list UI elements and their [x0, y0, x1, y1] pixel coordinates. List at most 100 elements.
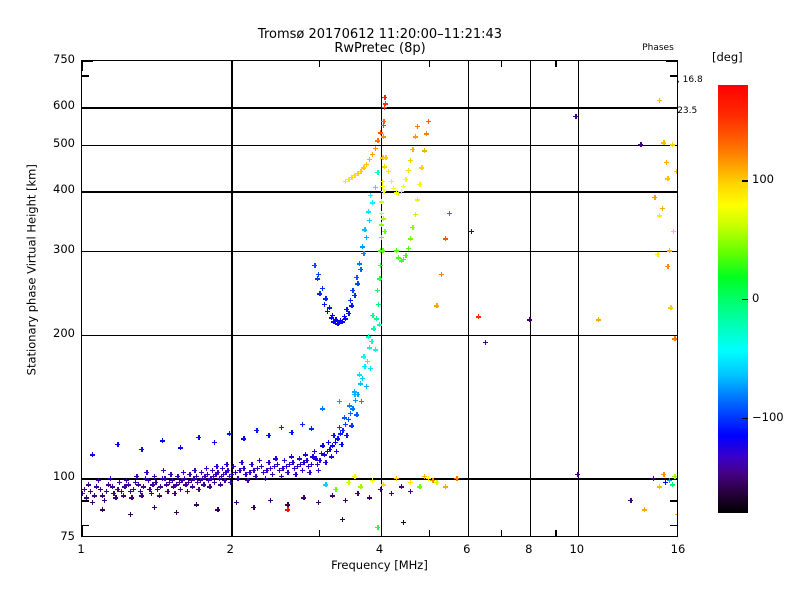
data-point — [211, 480, 217, 486]
axis-tick — [666, 478, 677, 480]
x-tick-label: 1 — [77, 542, 85, 556]
data-point — [323, 459, 329, 465]
data-point — [336, 320, 342, 326]
data-point — [364, 358, 370, 364]
axis-tick — [555, 61, 557, 67]
data-point — [254, 428, 260, 434]
data-point — [382, 228, 388, 234]
data-point — [283, 463, 289, 469]
data-point — [340, 428, 346, 434]
data-point — [408, 480, 414, 486]
data-point — [400, 183, 406, 189]
data-point — [219, 465, 225, 471]
axis-tick — [82, 334, 93, 337]
data-point — [388, 178, 394, 184]
data-point — [348, 298, 353, 304]
data-point — [595, 317, 601, 323]
data-point — [207, 484, 213, 490]
data-point — [341, 313, 347, 319]
axis-tick — [670, 524, 677, 527]
data-point — [293, 471, 299, 477]
data-point — [100, 507, 106, 513]
colorbar-tick — [742, 180, 748, 182]
data-point — [243, 471, 249, 477]
data-point — [318, 450, 324, 456]
data-point — [351, 389, 357, 395]
data-point — [221, 471, 227, 477]
data-point — [366, 217, 372, 223]
data-point — [316, 500, 322, 506]
data-point — [311, 448, 317, 454]
gridline-horizontal — [82, 107, 677, 109]
data-point — [366, 157, 372, 163]
plot-area — [81, 60, 678, 537]
data-point — [285, 469, 291, 475]
x-tick-label: 16 — [670, 542, 686, 556]
axis-tick — [318, 61, 320, 67]
data-point — [383, 155, 389, 161]
data-point — [260, 469, 266, 475]
data-point — [192, 467, 198, 473]
data-point — [349, 423, 355, 429]
data-point — [388, 490, 394, 496]
data-point — [127, 488, 133, 494]
data-point — [82, 490, 85, 496]
data-point — [349, 174, 355, 180]
data-point — [408, 488, 414, 494]
data-point — [115, 486, 121, 492]
data-point — [325, 439, 331, 445]
data-point — [656, 97, 662, 103]
x-tick-label: 10 — [569, 542, 585, 556]
data-point — [329, 312, 335, 318]
y-tick-label: 300 — [53, 241, 75, 256]
data-point — [673, 168, 677, 174]
data-point — [328, 315, 334, 321]
data-point — [421, 148, 427, 154]
data-point — [100, 493, 106, 499]
data-point — [339, 319, 345, 325]
data-point — [211, 439, 217, 445]
data-point — [475, 314, 481, 320]
data-point — [346, 310, 352, 316]
data-point — [343, 497, 348, 503]
data-point — [371, 326, 377, 332]
data-point — [385, 168, 391, 174]
data-point — [308, 426, 314, 432]
data-point — [412, 211, 418, 217]
data-point — [225, 467, 231, 473]
data-point — [217, 482, 223, 488]
axis-tick — [82, 61, 84, 71]
data-point — [251, 504, 257, 510]
colorbar-tick-label: 0 — [752, 291, 760, 305]
axis-tick — [428, 530, 430, 536]
data-point — [299, 421, 305, 427]
data-point — [664, 159, 670, 165]
y-axis-title: Stationary phase Virtual Height [km] — [24, 164, 39, 376]
axis-tick — [82, 107, 93, 109]
data-point — [641, 507, 647, 513]
axis-tick — [666, 107, 677, 109]
data-point — [314, 276, 320, 282]
gridline-horizontal — [82, 478, 677, 480]
data-point — [356, 372, 362, 378]
data-point — [316, 271, 322, 277]
data-point — [301, 495, 307, 501]
data-point — [652, 195, 658, 201]
data-point — [314, 461, 320, 467]
data-point — [369, 200, 375, 206]
axis-tick — [467, 61, 470, 71]
data-point — [661, 471, 667, 477]
data-point — [328, 454, 334, 460]
data-point — [98, 486, 104, 492]
data-point — [173, 509, 179, 515]
data-point — [275, 461, 281, 467]
data-point — [180, 469, 186, 475]
data-point — [90, 452, 95, 458]
data-point — [415, 123, 420, 129]
data-point — [352, 292, 358, 298]
data-point — [339, 517, 345, 522]
data-point — [382, 94, 388, 100]
data-point — [344, 433, 350, 439]
data-point — [403, 176, 409, 182]
